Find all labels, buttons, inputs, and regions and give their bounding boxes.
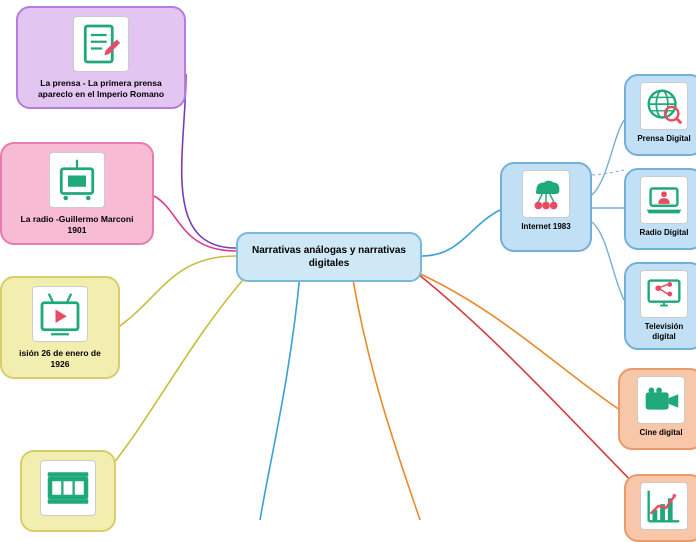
tv-share-icon bbox=[640, 270, 688, 318]
node-label: Cine digital bbox=[639, 428, 682, 438]
chart-icon bbox=[640, 482, 688, 530]
node-radio[interactable]: La radio -Guillermo Marconi 1901 bbox=[0, 142, 154, 245]
globe-search-icon bbox=[640, 82, 688, 130]
tv-icon bbox=[32, 286, 88, 342]
node-cine-digital[interactable]: Cine digital bbox=[618, 368, 696, 450]
node-label: isión 26 de enero de 1926 bbox=[10, 348, 110, 369]
node-tv-digital[interactable]: Televisión digital bbox=[624, 262, 696, 350]
node-label: La radio -Guillermo Marconi 1901 bbox=[10, 214, 144, 235]
laptop-person-icon bbox=[640, 176, 688, 224]
center-node[interactable]: Narrativas análogas y narrativas digital… bbox=[236, 232, 422, 282]
node-label: Prensa Digital bbox=[637, 134, 690, 144]
document-edit-icon bbox=[73, 16, 129, 72]
node-tv[interactable]: isión 26 de enero de 1926 bbox=[0, 276, 120, 379]
node-prensa[interactable]: La prensa - La primera prensa apareclo e… bbox=[16, 6, 186, 109]
node-label: Internet 1983 bbox=[521, 222, 570, 232]
node-label: La prensa - La primera prensa apareclo e… bbox=[26, 78, 176, 99]
node-radio-digital[interactable]: Radio Digital bbox=[624, 168, 696, 250]
node-prensa-digital[interactable]: Prensa Digital bbox=[624, 74, 696, 156]
center-label: Narrativas análogas y narrativas digital… bbox=[252, 245, 406, 269]
node-label: Radio Digital bbox=[640, 228, 689, 238]
film-icon bbox=[40, 460, 96, 516]
radio-icon bbox=[49, 152, 105, 208]
node-chart[interactable] bbox=[624, 474, 696, 542]
node-label: Televisión digital bbox=[632, 322, 696, 342]
node-internet[interactable]: Internet 1983 bbox=[500, 162, 592, 252]
camera-icon bbox=[637, 376, 685, 424]
cloud-net-icon bbox=[522, 170, 570, 218]
